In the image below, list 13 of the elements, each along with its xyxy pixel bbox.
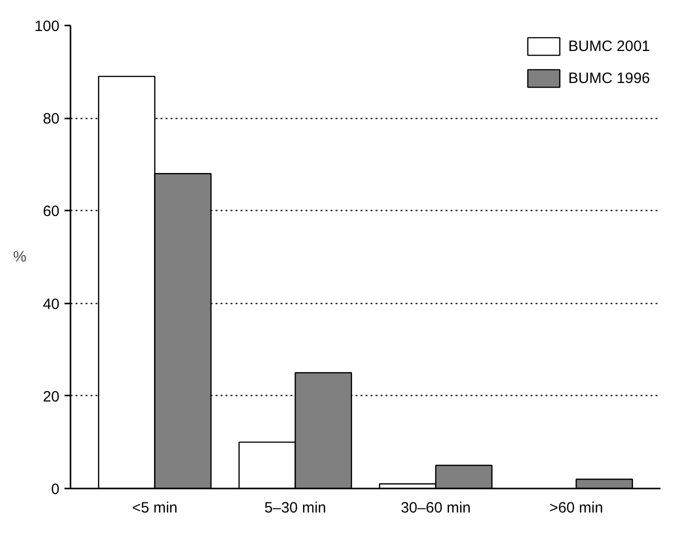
x-tick-label: >60 min (549, 500, 604, 516)
legend-label: BUMC 2001 (568, 38, 650, 54)
y-axis-title: % (13, 248, 26, 266)
x-tick-label: 5–30 min (264, 500, 326, 516)
legend-label: BUMC 1996 (568, 70, 650, 86)
y-tick-label: 100 (34, 18, 60, 35)
y-tick-label: 0 (51, 481, 60, 498)
y-tick-label: 20 (42, 388, 60, 406)
y-tick-label: 80 (42, 110, 60, 128)
y-tick-label: 40 (42, 296, 60, 313)
x-tick-label: <5 min (132, 500, 178, 516)
x-tick-label: 30–60 min (400, 500, 471, 516)
y-tick-label: 60 (42, 203, 60, 220)
